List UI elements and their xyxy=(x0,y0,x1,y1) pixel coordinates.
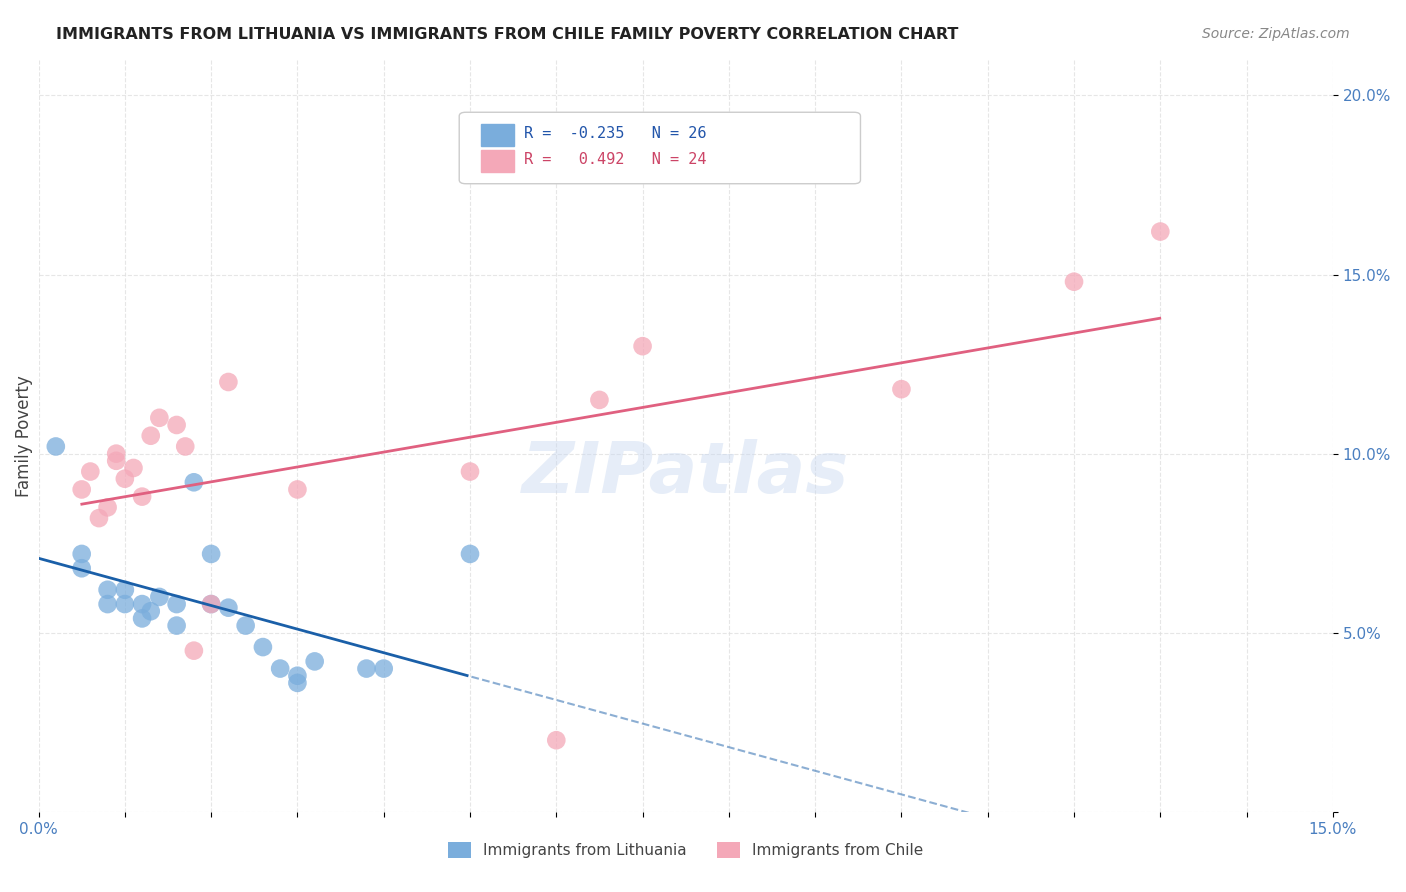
Y-axis label: Family Poverty: Family Poverty xyxy=(15,375,32,497)
Point xyxy=(114,597,136,611)
Point xyxy=(217,600,239,615)
Point xyxy=(131,490,153,504)
Point xyxy=(1149,225,1171,239)
Point xyxy=(235,618,257,632)
Text: R =   0.492   N = 24: R = 0.492 N = 24 xyxy=(524,153,706,167)
Point xyxy=(97,500,120,515)
Point xyxy=(631,339,654,353)
Point xyxy=(105,454,128,468)
FancyBboxPatch shape xyxy=(460,112,860,184)
Point xyxy=(166,618,188,632)
Point xyxy=(588,392,610,407)
Point xyxy=(287,669,309,683)
Point xyxy=(890,382,912,396)
Text: IMMIGRANTS FROM LITHUANIA VS IMMIGRANTS FROM CHILE FAMILY POVERTY CORRELATION CH: IMMIGRANTS FROM LITHUANIA VS IMMIGRANTS … xyxy=(56,27,959,42)
Point xyxy=(269,662,291,676)
Bar xyxy=(481,123,513,146)
Point xyxy=(287,676,309,690)
Point xyxy=(97,582,120,597)
Bar xyxy=(481,150,513,172)
Point xyxy=(70,561,93,575)
Point xyxy=(139,428,162,442)
Point xyxy=(458,547,481,561)
Point xyxy=(139,604,162,618)
Point xyxy=(70,547,93,561)
Point xyxy=(79,465,101,479)
Point xyxy=(70,483,93,497)
Point xyxy=(200,597,222,611)
Point xyxy=(458,465,481,479)
Point xyxy=(174,440,197,454)
Legend: Immigrants from Lithuania, Immigrants from Chile: Immigrants from Lithuania, Immigrants fr… xyxy=(441,836,929,864)
Text: R =  -0.235   N = 26: R = -0.235 N = 26 xyxy=(524,126,706,141)
Point xyxy=(1063,275,1085,289)
Point xyxy=(87,511,110,525)
Point xyxy=(373,662,395,676)
Point xyxy=(114,472,136,486)
Point xyxy=(105,447,128,461)
Point xyxy=(166,597,188,611)
Point xyxy=(304,654,326,668)
Point xyxy=(356,662,378,676)
Text: ZIPatlas: ZIPatlas xyxy=(522,439,849,508)
Point xyxy=(183,475,205,490)
Point xyxy=(287,483,309,497)
Point xyxy=(252,640,274,654)
Point xyxy=(166,417,188,432)
Text: Source: ZipAtlas.com: Source: ZipAtlas.com xyxy=(1202,27,1350,41)
Point xyxy=(131,611,153,625)
Point xyxy=(183,643,205,657)
Point xyxy=(45,440,67,454)
Point xyxy=(217,375,239,389)
Point xyxy=(148,590,170,604)
Point xyxy=(200,597,222,611)
Point xyxy=(97,597,120,611)
Point xyxy=(131,597,153,611)
Point xyxy=(148,410,170,425)
Point xyxy=(114,582,136,597)
Point xyxy=(122,461,145,475)
Point xyxy=(546,733,568,747)
Point xyxy=(200,547,222,561)
